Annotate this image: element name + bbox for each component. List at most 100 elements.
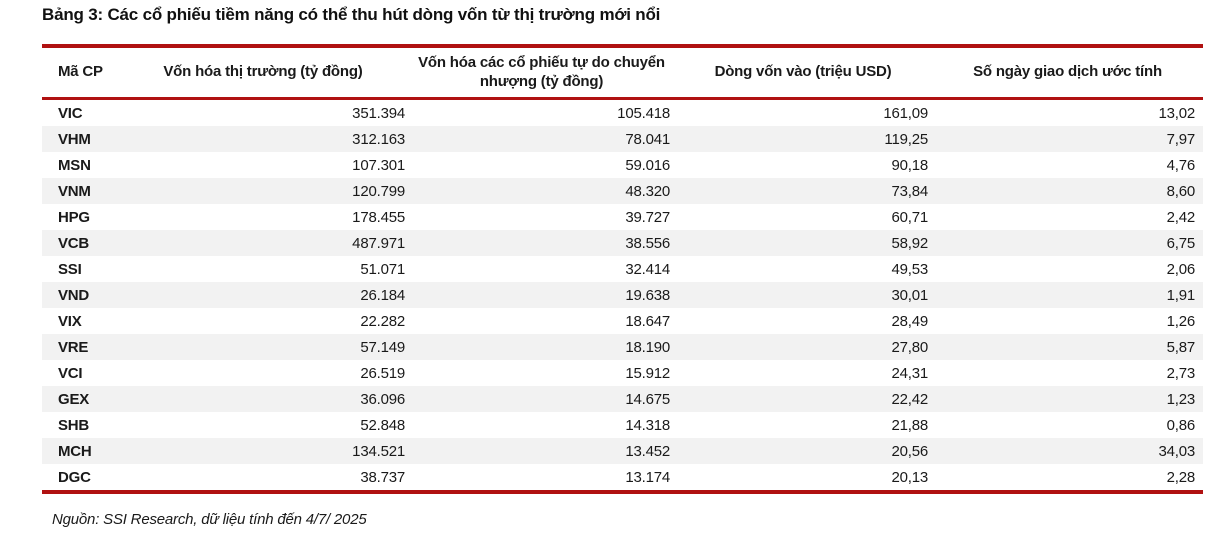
stocks-table: Mã CP Vốn hóa thị trường (tỷ đồng) Vốn h… [42,44,1203,494]
value-cell: 13.174 [625,468,670,486]
value-cell: 28,49 [891,312,928,330]
ticker-cell: SHB [58,416,90,434]
ticker-cell: MSN [58,156,91,174]
value-cell: 13.452 [625,442,670,460]
ticker-cell: SSI [58,260,82,278]
value-cell: 49,53 [891,260,928,278]
value-cell: 351.394 [352,104,405,122]
value-cell: 14.318 [625,416,670,434]
ticker-cell: HPG [58,208,90,226]
header-inflow: Dòng vốn vào (triệu USD) [674,46,932,100]
value-cell: 134.521 [352,442,405,460]
value-cell: 26.184 [360,286,405,304]
table-row: VIX 22.282 18.647 28,49 1,26 [42,308,1203,334]
table-row: VNM 120.799 48.320 73,84 8,60 [42,178,1203,204]
header-market-cap: Vốn hóa thị trường (tỷ đồng) [117,46,409,100]
value-cell: 487.971 [352,234,405,252]
value-cell: 0,86 [1166,416,1196,434]
ticker-cell: VRE [58,338,89,356]
value-cell: 5,87 [1166,338,1196,356]
table-row: SSI 51.071 32.414 49,53 2,06 [42,256,1203,282]
value-cell: 2,28 [1166,468,1196,486]
value-cell: 19.638 [625,286,670,304]
table-row: VND 26.184 19.638 30,01 1,91 [42,282,1203,308]
header-trading-days: Số ngày giao dịch ước tính [932,46,1203,100]
header-row: Mã CP Vốn hóa thị trường (tỷ đồng) Vốn h… [42,46,1203,100]
value-cell: 4,76 [1166,156,1196,174]
value-cell: 26.519 [360,364,405,382]
table-row: VHM 312.163 78.041 119,25 7,97 [42,126,1203,152]
value-cell: 1,26 [1166,312,1196,330]
value-cell: 14.675 [625,390,670,408]
ticker-cell: MCH [58,442,92,460]
value-cell: 2,42 [1166,208,1196,226]
ticker-cell: VIX [58,312,82,330]
value-cell: 178.455 [352,208,405,226]
value-cell: 57.149 [360,338,405,356]
value-cell: 1,23 [1166,390,1196,408]
table-row: VRE 57.149 18.190 27,80 5,87 [42,334,1203,360]
ticker-cell: VIC [58,104,83,122]
value-cell: 18.647 [625,312,670,330]
value-cell: 22.282 [360,312,405,330]
ticker-cell: VNM [58,182,91,200]
value-cell: 58,92 [891,234,928,252]
value-cell: 7,97 [1166,130,1196,148]
ticker-cell: DGC [58,468,91,486]
value-cell: 312.163 [352,130,405,148]
ticker-cell: VND [58,286,90,304]
value-cell: 24,31 [891,364,928,382]
table-row: HPG 178.455 39.727 60,71 2,42 [42,204,1203,230]
value-cell: 39.727 [625,208,670,226]
ticker-cell: GEX [58,390,90,408]
value-cell: 34,03 [1158,442,1195,460]
value-cell: 78.041 [625,130,670,148]
table-body: VIC 351.394 105.418 161,09 13,02 VHM 312.163 78… [42,99,1203,493]
source-note: Nguồn: SSI Research, dữ liệu tính đến 4/… [52,511,367,528]
value-cell: 27,80 [891,338,928,356]
value-cell: 8,60 [1166,182,1196,200]
value-cell: 107.301 [352,156,405,174]
value-cell: 52.848 [360,416,405,434]
ticker-cell: VCB [58,234,90,252]
value-cell: 59.016 [625,156,670,174]
ticker-cell: VCI [58,364,83,382]
value-cell: 119,25 [884,130,928,148]
table-row: MCH 134.521 13.452 20,56 34,03 [42,438,1203,464]
table-row: SHB 52.848 14.318 21,88 0,86 [42,412,1203,438]
value-cell: 2,73 [1166,364,1196,382]
table-title: Bảng 3: Các cổ phiếu tiềm năng có thể th… [42,5,661,24]
value-cell: 21,88 [891,416,928,434]
value-cell: 60,71 [891,208,928,226]
table-row: VCB 487.971 38.556 58,92 6,75 [42,230,1203,256]
value-cell: 161,09 [883,104,928,122]
value-cell: 73,84 [891,182,928,200]
ticker-cell: VHM [58,130,91,148]
value-cell: 15.912 [625,364,670,382]
table-row: DGC 38.737 13.174 20,13 2,28 [42,464,1203,492]
value-cell: 20,13 [891,468,928,486]
value-cell: 6,75 [1166,234,1196,252]
value-cell: 18.190 [625,338,670,356]
value-cell: 36.096 [360,390,405,408]
value-cell: 90,18 [891,156,928,174]
value-cell: 120.799 [352,182,405,200]
value-cell: 38.556 [625,234,670,252]
value-cell: 13,02 [1158,104,1195,122]
table-row: GEX 36.096 14.675 22,42 1,23 [42,386,1203,412]
value-cell: 1,91 [1166,286,1196,304]
header-ticker: Mã CP [42,46,117,100]
value-cell: 51.071 [360,260,405,278]
value-cell: 105.418 [617,104,670,122]
value-cell: 20,56 [891,442,928,460]
header-freefloat-cap: Vốn hóa các cổ phiếu tự do chuyển nhượng… [409,46,674,100]
value-cell: 2,06 [1166,260,1196,278]
value-cell: 32.414 [625,260,670,278]
value-cell: 48.320 [625,182,670,200]
table-row: VIC 351.394 105.418 161,09 13,02 [42,99,1203,127]
value-cell: 38.737 [360,468,405,486]
value-cell: 22,42 [891,390,928,408]
table-header: Mã CP Vốn hóa thị trường (tỷ đồng) Vốn h… [42,46,1203,100]
table-row: MSN 107.301 59.016 90,18 4,76 [42,152,1203,178]
